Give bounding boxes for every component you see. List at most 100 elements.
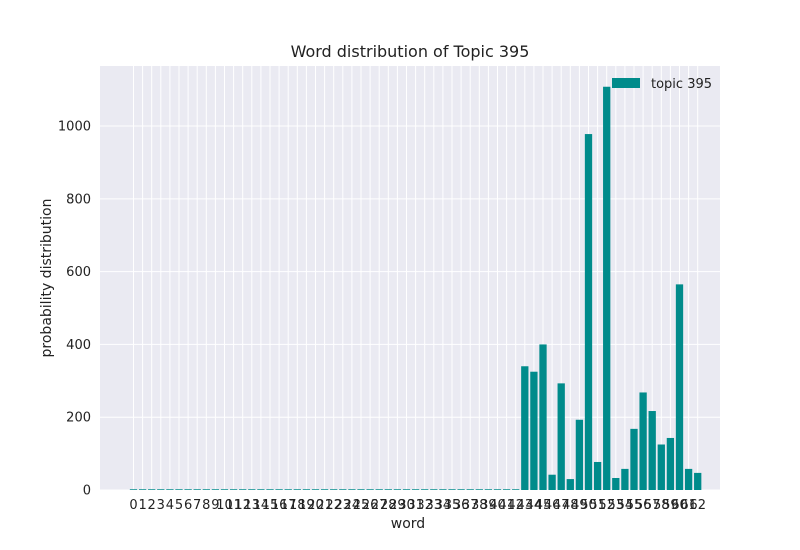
x-tick-label: 17 bbox=[280, 498, 297, 513]
x-tick-label: 55 bbox=[626, 498, 643, 513]
bar bbox=[320, 489, 329, 490]
x-tick-label: 7 bbox=[193, 498, 201, 513]
bar bbox=[612, 477, 620, 490]
x-tick-label: 5 bbox=[175, 498, 183, 513]
x-tick-label: 25 bbox=[353, 498, 370, 513]
bar bbox=[211, 489, 220, 490]
bar bbox=[293, 489, 301, 490]
x-tick-label: 16 bbox=[271, 498, 288, 513]
x-tick-label: 23 bbox=[335, 498, 352, 513]
bar bbox=[694, 472, 702, 490]
bar bbox=[393, 489, 402, 490]
x-tick-label: 20 bbox=[307, 498, 324, 513]
x-tick-label: 26 bbox=[362, 498, 379, 513]
x-tick-label: 59 bbox=[662, 498, 679, 513]
bar bbox=[557, 383, 565, 490]
y-tick-label: 1000 bbox=[58, 120, 91, 135]
bar bbox=[448, 489, 456, 490]
x-tick-label: 11 bbox=[225, 498, 242, 513]
bar bbox=[493, 489, 502, 490]
bar bbox=[521, 366, 529, 490]
y-tick-label: 600 bbox=[66, 265, 91, 280]
x-tick-label: 15 bbox=[262, 498, 279, 513]
bar bbox=[603, 86, 611, 491]
chart-title: Word distribution of Topic 395 bbox=[291, 42, 530, 61]
bar bbox=[539, 344, 547, 490]
bar bbox=[502, 489, 511, 490]
x-tick-labels: 0 1 2 3 4 5 6 7 8 9101112131415161718192021222324… bbox=[129, 498, 706, 513]
bar bbox=[430, 489, 438, 490]
bar bbox=[666, 437, 675, 490]
gridlines bbox=[100, 66, 720, 491]
x-tick-label: 6 bbox=[184, 498, 192, 513]
bar bbox=[148, 489, 156, 490]
bar bbox=[284, 489, 292, 490]
x-tick-label: 49 bbox=[571, 498, 588, 513]
x-tick-label: 28 bbox=[380, 498, 397, 513]
legend-swatch bbox=[612, 78, 640, 88]
bar bbox=[657, 444, 665, 490]
x-tick-label: 4 bbox=[166, 498, 174, 513]
x-tick-label: 9 bbox=[211, 498, 219, 513]
bar bbox=[648, 411, 656, 490]
x-tick-label: 1 bbox=[138, 498, 146, 513]
bar bbox=[375, 489, 383, 490]
x-tick-label: 39 bbox=[480, 498, 497, 513]
x-tick-label: 19 bbox=[298, 498, 315, 513]
x-tick-label: 21 bbox=[316, 498, 333, 513]
bar bbox=[348, 489, 356, 490]
bar bbox=[575, 419, 584, 490]
bar bbox=[584, 134, 593, 491]
bar bbox=[266, 489, 274, 490]
x-tick-label: 13 bbox=[244, 498, 261, 513]
bar bbox=[302, 489, 311, 490]
x-tick-label: 27 bbox=[371, 498, 388, 513]
x-tick-label: 32 bbox=[416, 498, 433, 513]
bar bbox=[548, 474, 556, 490]
y-tick-label: 200 bbox=[66, 411, 91, 426]
bar bbox=[220, 489, 229, 490]
bar bbox=[484, 489, 493, 490]
x-tick-label: 52 bbox=[598, 498, 615, 513]
bar bbox=[157, 489, 165, 490]
x-tick-label: 48 bbox=[562, 498, 579, 513]
x-tick-label: 34 bbox=[435, 498, 452, 513]
x-tick-label: 22 bbox=[325, 498, 342, 513]
bar bbox=[257, 489, 265, 490]
x-tick-label: 10 bbox=[216, 498, 233, 513]
x-tick-label: 31 bbox=[407, 498, 424, 513]
legend: topic 395 bbox=[612, 77, 712, 92]
x-tick-label: 35 bbox=[444, 498, 461, 513]
bar bbox=[402, 489, 411, 490]
bar bbox=[439, 489, 447, 490]
x-tick-label: 36 bbox=[453, 498, 470, 513]
bar bbox=[175, 489, 183, 490]
x-tick-label: 43 bbox=[517, 498, 534, 513]
x-tick-label: 41 bbox=[498, 498, 515, 513]
bar bbox=[166, 489, 174, 490]
x-tick-label: 40 bbox=[489, 498, 506, 513]
x-tick-label: 2 bbox=[148, 498, 156, 513]
bar bbox=[138, 489, 147, 490]
bar bbox=[566, 479, 574, 490]
y-tick-labels: 0 200 400 600 800 1000 bbox=[58, 120, 91, 499]
bar bbox=[621, 468, 629, 490]
x-tick-label: 50 bbox=[580, 498, 597, 513]
bar bbox=[593, 461, 602, 490]
y-tick-label: 0 bbox=[83, 484, 91, 499]
bar bbox=[184, 489, 192, 490]
x-tick-label: 24 bbox=[344, 498, 361, 513]
x-tick-label: 51 bbox=[589, 498, 606, 513]
x-tick-label: 53 bbox=[608, 498, 625, 513]
x-tick-label: 33 bbox=[426, 498, 443, 513]
x-tick-label: 60 bbox=[671, 498, 688, 513]
x-tick-label: 14 bbox=[253, 498, 270, 513]
bar bbox=[530, 371, 538, 490]
bar bbox=[457, 489, 465, 490]
bar bbox=[675, 284, 684, 490]
x-tick-label: 54 bbox=[617, 498, 634, 513]
x-tick-label: 8 bbox=[202, 498, 210, 513]
x-tick-label: 46 bbox=[544, 498, 561, 513]
bar bbox=[384, 489, 392, 490]
